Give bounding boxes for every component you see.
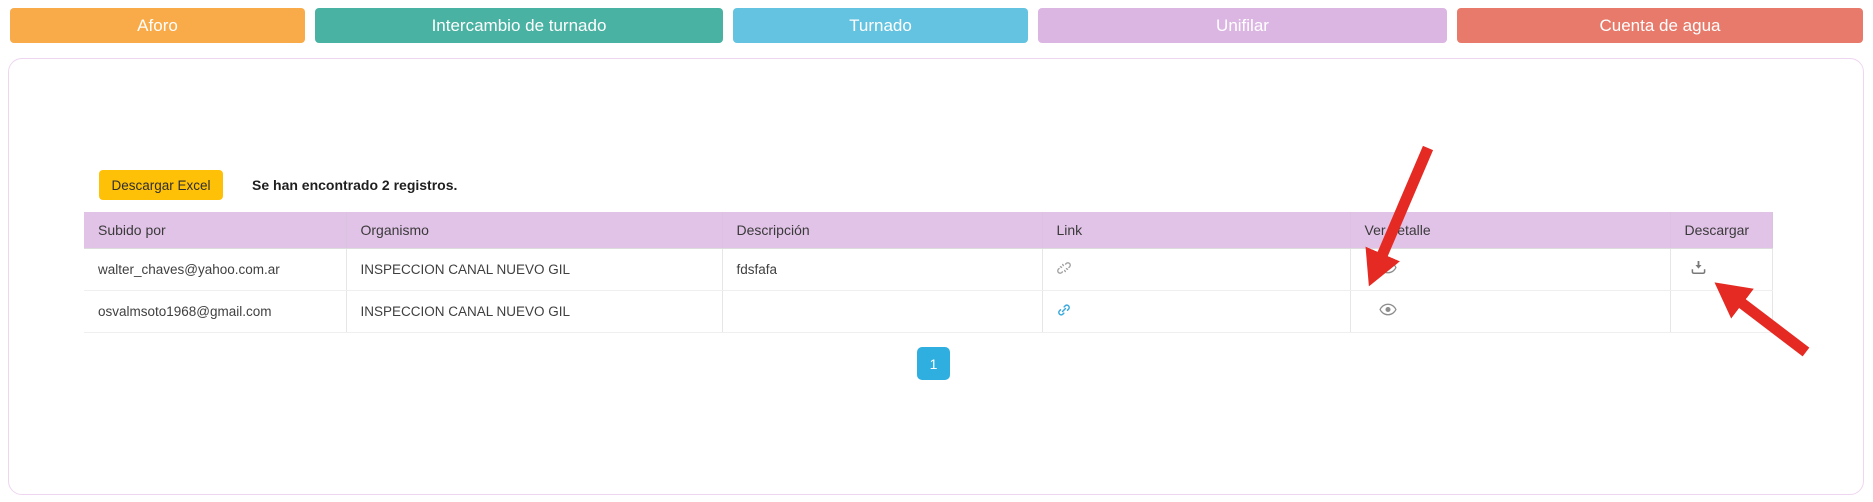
header-organismo: Organismo xyxy=(346,212,723,249)
cell-ver-detalle xyxy=(1350,248,1671,291)
header-link: Link xyxy=(1042,212,1351,249)
cell-descargar xyxy=(1670,290,1773,333)
eye-icon xyxy=(1378,261,1397,277)
table-header-row: Subido por Organismo Descripción Link Ve… xyxy=(84,212,1773,249)
tab-bar: Aforo Intercambio de turnado Turnado Uni… xyxy=(10,8,1863,43)
download-button[interactable] xyxy=(1691,260,1706,278)
view-detail-button[interactable] xyxy=(1378,261,1397,277)
cell-subido-por: osvalmsoto1968@gmail.com xyxy=(84,290,347,333)
tab-turnado[interactable]: Turnado xyxy=(733,8,1028,43)
cell-subido-por: walter_chaves@yahoo.com.ar xyxy=(84,248,347,291)
header-descargar: Descargar xyxy=(1670,212,1773,249)
results-count-text: Se han encontrado 2 registros. xyxy=(252,177,458,193)
download-excel-button[interactable]: Descargar Excel xyxy=(99,170,223,200)
eye-icon xyxy=(1378,303,1397,319)
table-row: walter_chaves@yahoo.com.ar INSPECCION CA… xyxy=(84,248,1773,291)
cell-descripcion: fdsfafa xyxy=(722,248,1043,291)
cell-link xyxy=(1042,248,1351,291)
pagination-page-1-button[interactable]: 1 xyxy=(917,347,950,380)
cell-descargar xyxy=(1670,248,1773,291)
tab-aforo[interactable]: Aforo xyxy=(10,8,305,43)
tab-unifilar[interactable]: Unifilar xyxy=(1038,8,1447,43)
header-descripcion: Descripción xyxy=(722,212,1043,249)
view-detail-button[interactable] xyxy=(1378,303,1397,319)
header-subido-por: Subido por xyxy=(84,212,347,249)
cell-ver-detalle xyxy=(1350,290,1671,333)
cell-link xyxy=(1042,290,1351,333)
unlink-icon xyxy=(1056,261,1071,275)
tab-cuenta-de-agua[interactable]: Cuenta de agua xyxy=(1457,8,1863,43)
records-table: Subido por Organismo Descripción Link Ve… xyxy=(84,212,1773,333)
table-row: osvalmsoto1968@gmail.com INSPECCION CANA… xyxy=(84,290,1773,333)
cell-descripcion xyxy=(722,290,1043,333)
cell-organismo: INSPECCION CANAL NUEVO GIL xyxy=(346,290,723,333)
cell-organismo: INSPECCION CANAL NUEVO GIL xyxy=(346,248,723,291)
header-ver-detalle: Ver detalle xyxy=(1350,212,1671,249)
download-icon xyxy=(1691,260,1706,278)
link-icon xyxy=(1057,303,1071,320)
link-button[interactable] xyxy=(1057,303,1071,320)
tab-intercambio-de-turnado[interactable]: Intercambio de turnado xyxy=(315,8,723,43)
